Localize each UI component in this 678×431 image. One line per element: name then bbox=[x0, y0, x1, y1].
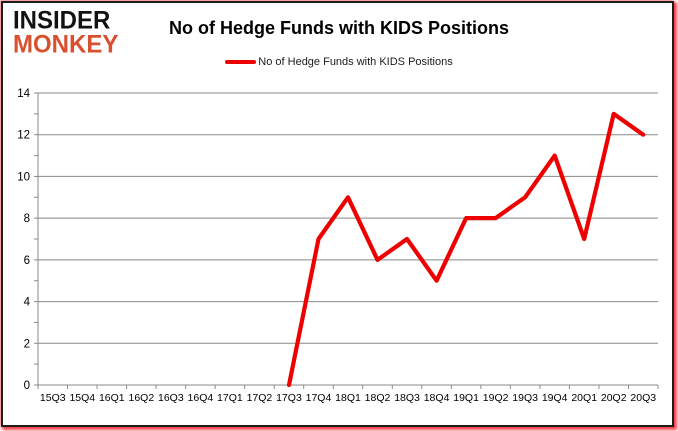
legend-label: No of Hedge Funds with KIDS Positions bbox=[258, 56, 453, 68]
x-axis-label: 17Q2 bbox=[247, 392, 273, 404]
x-axis-label: 19Q4 bbox=[542, 392, 568, 404]
x-axis-label: 15Q4 bbox=[69, 392, 95, 404]
x-axis-label: 16Q2 bbox=[128, 392, 154, 404]
x-axis-label: 16Q4 bbox=[188, 392, 214, 404]
x-axis-label: 18Q3 bbox=[394, 392, 420, 404]
y-axis-label: 6 bbox=[24, 255, 30, 267]
y-axis-label: 2 bbox=[24, 338, 30, 350]
insider-monkey-logo: INSIDER MONKEY bbox=[13, 6, 119, 59]
series-line bbox=[286, 111, 646, 388]
x-axis-label: 20Q3 bbox=[630, 392, 656, 404]
x-axis-label: 16Q3 bbox=[158, 392, 184, 404]
y-axis-label: 4 bbox=[24, 297, 31, 309]
x-axis-label: 18Q2 bbox=[365, 392, 391, 404]
x-axis-label: 20Q2 bbox=[601, 392, 627, 404]
x-axis-label: 19Q3 bbox=[512, 392, 538, 404]
x-axis-label: 17Q3 bbox=[276, 392, 302, 404]
legend: No of Hedge Funds with KIDS Positions bbox=[0, 55, 678, 69]
x-axis-label: 19Q1 bbox=[453, 392, 479, 404]
logo-text-insider: INSIDER bbox=[13, 6, 111, 35]
legend-line-swatch bbox=[225, 60, 257, 64]
x-axis-label: 19Q2 bbox=[483, 392, 509, 404]
x-axis-label: 17Q4 bbox=[306, 392, 332, 404]
x-axis-label: 18Q4 bbox=[424, 392, 450, 404]
x-axis-label: 20Q1 bbox=[571, 392, 597, 404]
x-axis-label: 17Q1 bbox=[217, 392, 243, 404]
chart-title: No of Hedge Funds with KIDS Positions bbox=[169, 18, 509, 38]
x-axis-label: 16Q1 bbox=[99, 392, 125, 404]
y-axis-label: 8 bbox=[24, 213, 30, 225]
y-axis-label: 14 bbox=[17, 88, 30, 100]
x-axis-label: 15Q3 bbox=[40, 392, 66, 404]
y-axis-label: 12 bbox=[17, 130, 30, 142]
x-axis-label: 18Q1 bbox=[335, 392, 361, 404]
y-axis-label: 0 bbox=[24, 380, 30, 392]
logo-text-monkey: MONKEY bbox=[13, 30, 119, 59]
y-axis-label: 10 bbox=[17, 171, 30, 183]
